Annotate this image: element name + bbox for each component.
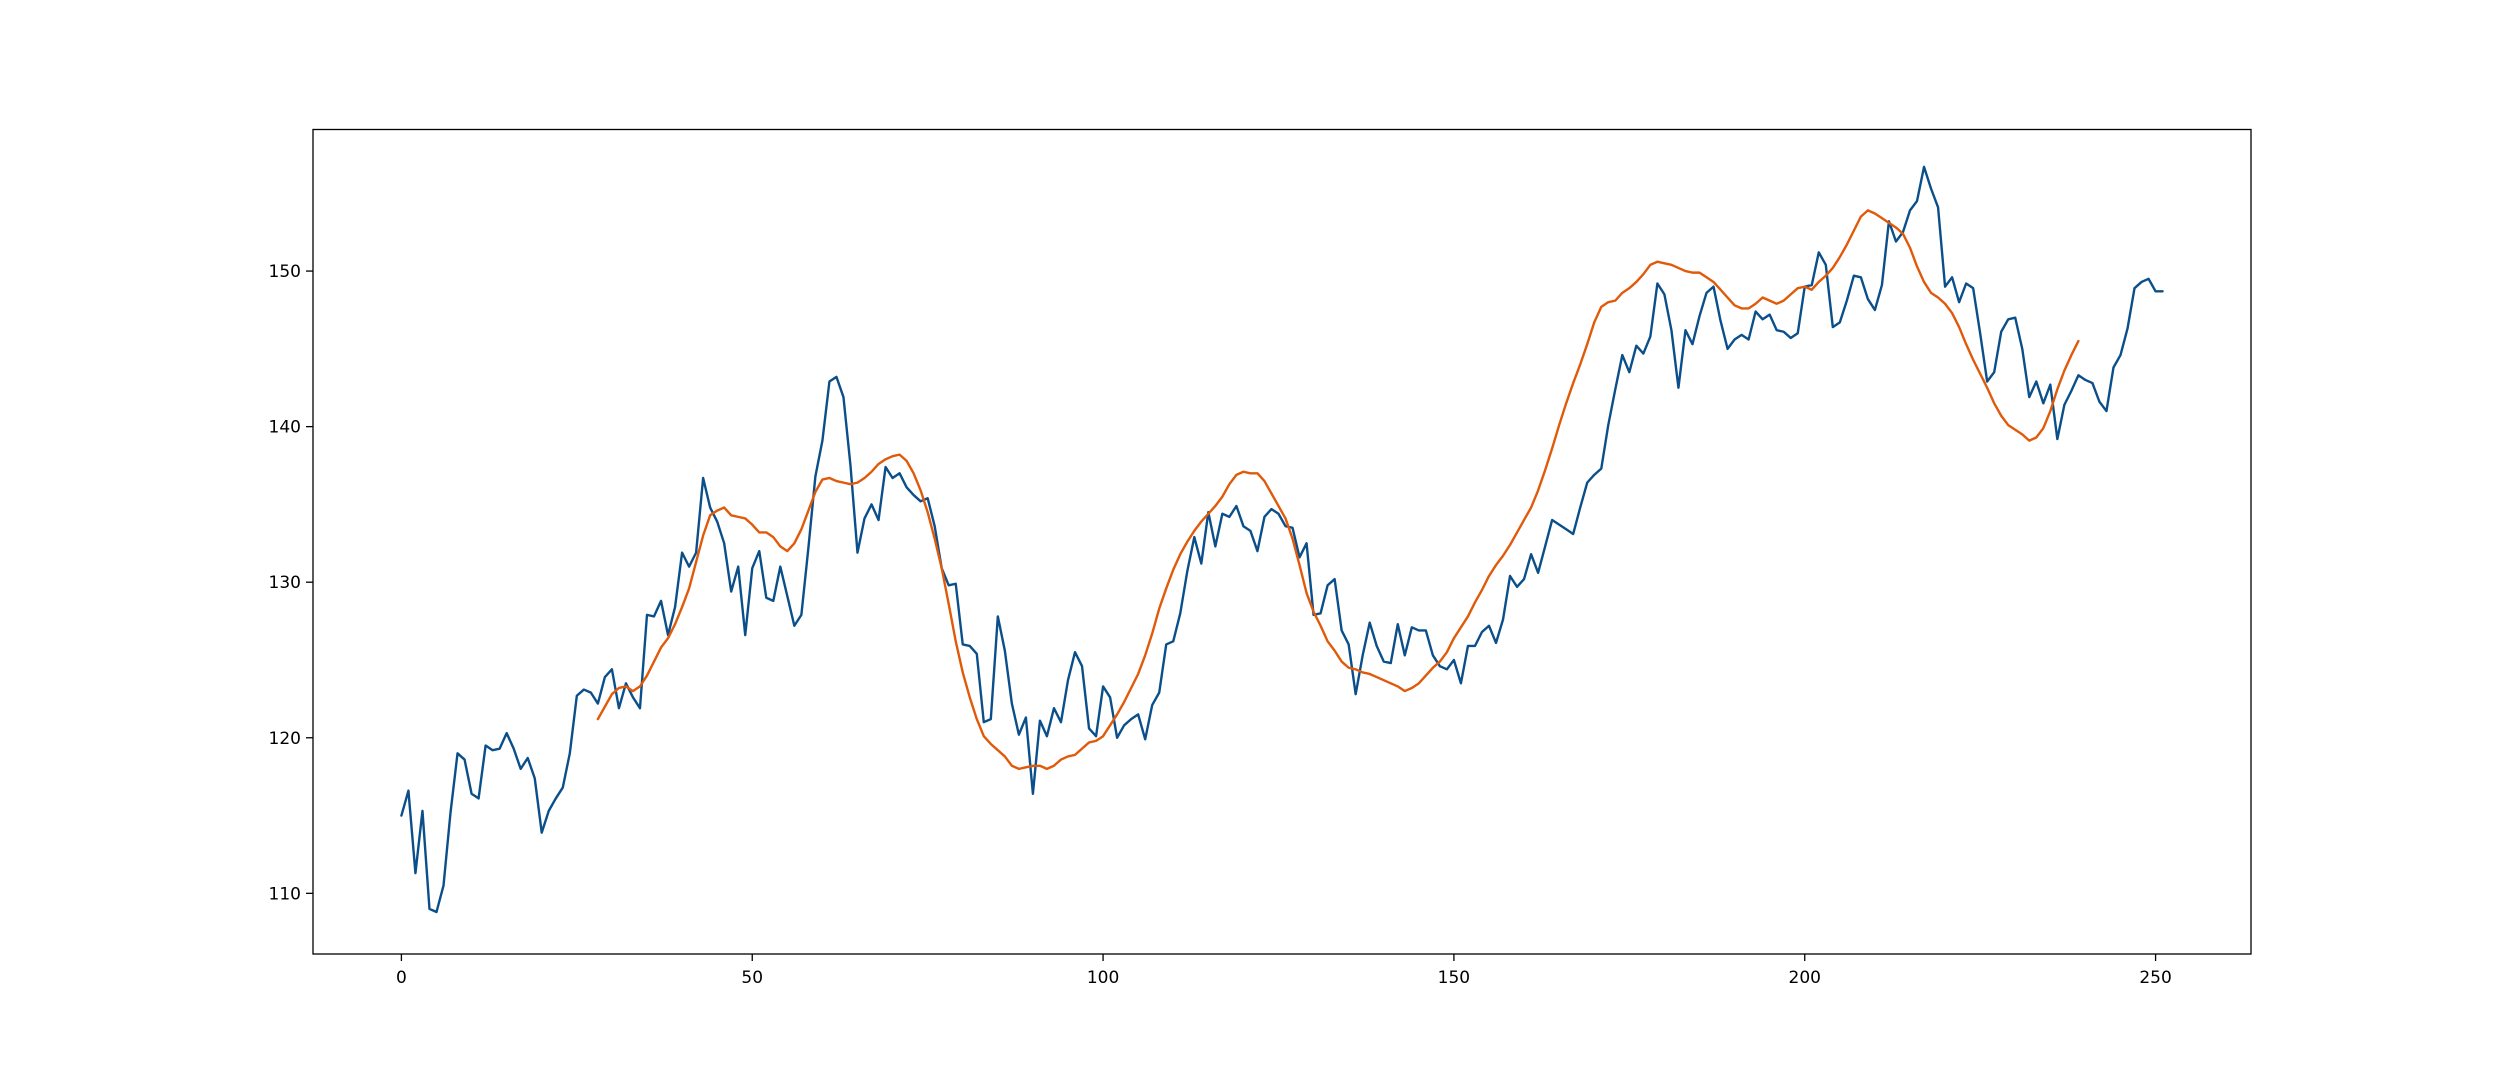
x-tick-label: 250 <box>2139 968 2171 988</box>
x-tick-label: 100 <box>1087 968 1119 988</box>
ticks-layer: 0 50 100 150 200 250 110 120 130 140 150 <box>269 262 2172 988</box>
series-line-2 <box>596 209 2080 771</box>
y-tick-label: 140 <box>269 418 301 438</box>
y-tick-label: 110 <box>269 884 301 904</box>
y-tick-label: 120 <box>269 729 301 749</box>
y-tick-label: 150 <box>269 262 301 282</box>
x-tick-label: 200 <box>1789 968 1821 988</box>
axes-frame <box>312 128 2252 955</box>
series-layer <box>400 165 2164 914</box>
x-tick-label: 0 <box>396 968 407 988</box>
series-line-1 <box>400 165 2164 914</box>
x-tick-label: 50 <box>741 968 763 988</box>
x-tick-label: 150 <box>1438 968 1470 988</box>
y-tick-label: 130 <box>269 573 301 593</box>
